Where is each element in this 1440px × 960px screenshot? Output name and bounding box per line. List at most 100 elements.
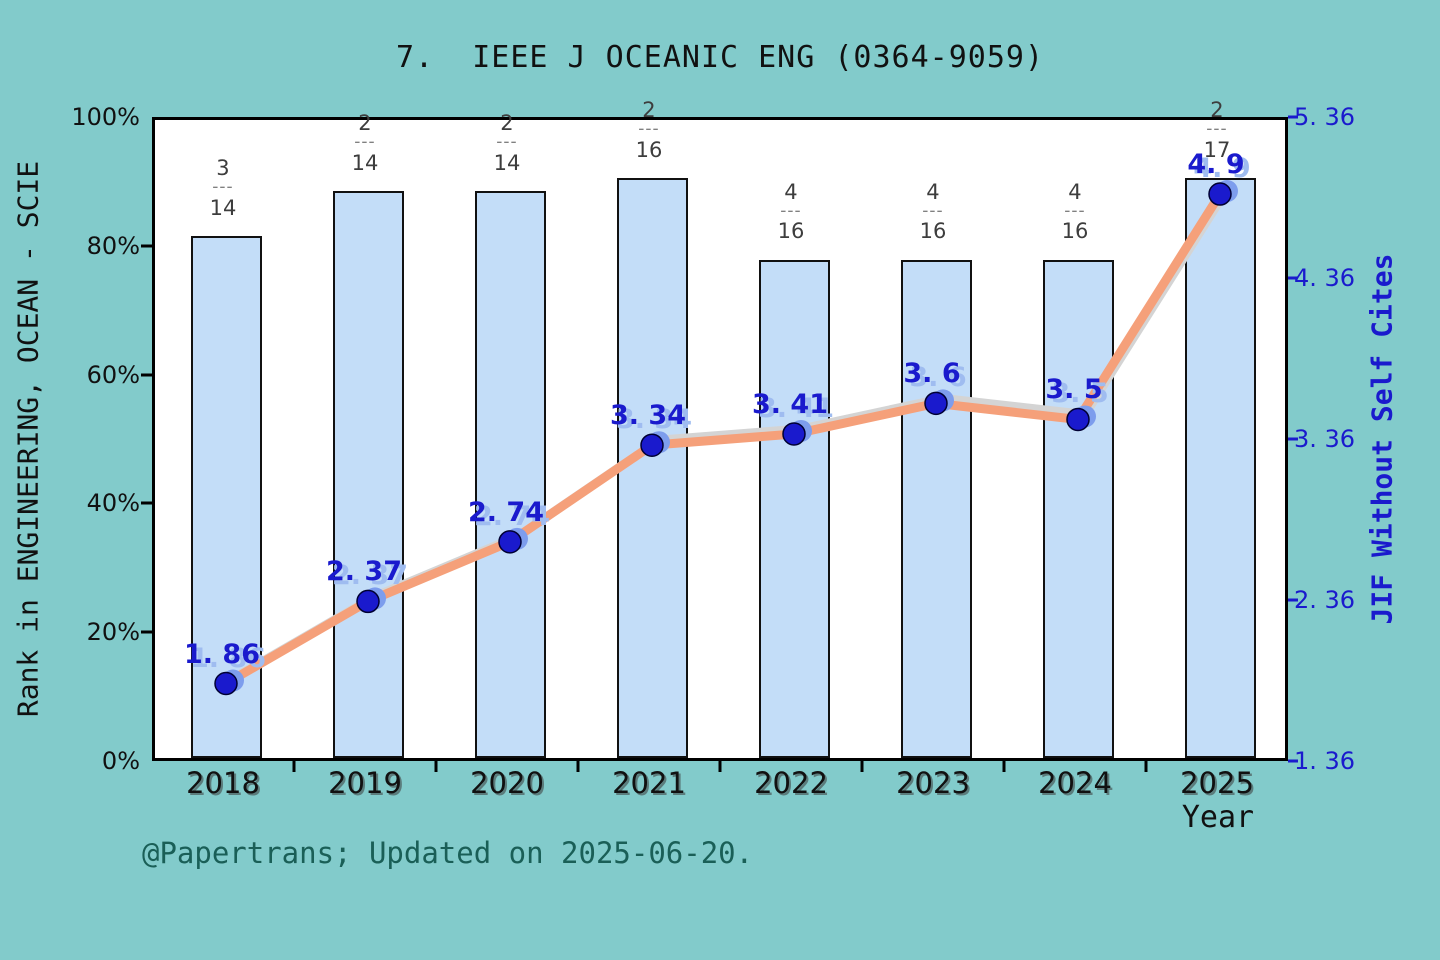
bar-2022 <box>758 259 830 758</box>
fraction-bar: --- <box>922 200 944 221</box>
right-tick-mark <box>1288 437 1298 441</box>
bar-2021 <box>616 178 688 758</box>
rank-fraction-2019: 2 --- 14 <box>352 112 379 174</box>
right-tick-mark <box>1288 598 1298 602</box>
right-tick-label-2.36: 2. 36 <box>1294 586 1356 614</box>
right-tick-mark <box>1288 115 1298 119</box>
bar-2020 <box>474 191 546 758</box>
point-label-text: 2. 74 <box>467 496 545 528</box>
x-tick-label-2020: 2020 <box>470 766 544 800</box>
rank-numerator: 2 <box>500 111 514 136</box>
rank-fraction-2023: 4 --- 16 <box>919 179 947 244</box>
right-tick-label-4.36: 4. 36 <box>1294 264 1356 292</box>
left-tick-label-100%: 100% <box>71 103 140 131</box>
point-label-2023: 3. 6 3. 6 <box>903 358 966 391</box>
plot-inner: 1. 86 1. 86 2. 37 2. 37 2. 74 2. 74 3. 34 3. 34… <box>155 120 1285 758</box>
point-label-2020: 2. 74 2. 74 <box>467 496 550 530</box>
x-tick-mark <box>1144 761 1148 772</box>
x-tick-mark <box>718 761 722 772</box>
x-tick-label-2022: 2022 <box>754 766 828 800</box>
point-label-shadow: 2. 74 <box>473 500 551 532</box>
point-label-shadow: 4. 9 <box>1193 153 1251 185</box>
rank-fraction-2020: 2 --- 14 <box>494 112 521 174</box>
rank-numerator: 2 <box>358 111 372 136</box>
point-label-text: 3. 34 <box>609 400 687 432</box>
rank-numerator: 4 <box>926 179 940 204</box>
x-tick-label-2019: 2019 <box>328 766 402 800</box>
bar-2025 <box>1184 178 1256 758</box>
left-axis-title-wrap: Rank in ENGINEERING, OCEAN - SCIE <box>0 117 56 761</box>
point-label-shadow: 3. 6 <box>909 362 967 394</box>
x-tick-mark <box>860 761 864 772</box>
rank-denominator: 17 <box>1203 138 1231 163</box>
x-tick-mark <box>576 761 580 772</box>
fraction-bar: --- <box>1206 119 1228 140</box>
point-label-text: 3. 41 <box>751 388 829 420</box>
rank-fraction-2022: 4 --- 16 <box>777 179 805 244</box>
left-tick-label-40%: 40% <box>86 489 140 518</box>
point-label-shadow: 3. 5 <box>1051 378 1109 410</box>
bar-2018 <box>190 236 262 758</box>
rank-fraction-2021: 2 --- 16 <box>636 99 663 161</box>
rank-denominator: 14 <box>351 151 379 176</box>
point-label-2021: 3. 34 3. 34 <box>609 400 692 433</box>
point-label-2018: 1. 86 1. 86 <box>184 641 266 672</box>
right-axis-title: JIF Without Self Cites <box>1365 253 1399 625</box>
left-tick-mark <box>141 630 154 634</box>
fraction-bar: --- <box>1064 200 1086 221</box>
point-label-shadow: 1. 86 <box>189 642 267 674</box>
rank-denominator: 16 <box>635 138 663 163</box>
rank-numerator: 2 <box>642 98 656 123</box>
x-tick-label-2024: 2024 <box>1038 766 1112 800</box>
rank-numerator: 4 <box>1068 179 1082 204</box>
fraction-bar: --- <box>212 177 234 198</box>
x-axis-title: Year <box>1181 800 1255 835</box>
right-tick-label-1.36: 1. 36 <box>1294 747 1356 775</box>
x-tick-label-2021: 2021 <box>612 766 686 800</box>
chart-title: 7. IEEE J OCEANIC ENG (0364-9059) <box>395 40 1045 75</box>
right-tick-mark <box>1288 759 1298 763</box>
point-label-text: 3. 5 <box>1045 374 1103 406</box>
point-label-2025: 4. 9 4. 9 <box>1187 149 1250 182</box>
x-tick-mark <box>1002 761 1006 772</box>
fraction-bar: --- <box>780 200 802 221</box>
x-tick-label-2023: 2023 <box>896 766 970 800</box>
bar-2023 <box>900 259 972 758</box>
left-tick-label-80%: 80% <box>86 231 140 260</box>
bar-2019 <box>332 191 404 758</box>
left-tick-mark <box>141 373 154 377</box>
line-series-svg <box>214 180 1238 696</box>
point-label-shadow: 3. 34 <box>615 404 693 436</box>
point-label-text: 2. 37 <box>325 556 403 588</box>
rank-numerator: 4 <box>784 179 798 204</box>
rank-denominator: 16 <box>919 219 947 244</box>
point-label-text: 4. 9 <box>1187 149 1245 181</box>
left-tick-mark <box>141 501 154 505</box>
rank-fraction-2018: 3 --- 14 <box>210 157 237 219</box>
plot-area: 1. 86 1. 86 2. 37 2. 37 2. 74 2. 74 3. 34 3. 34… <box>152 117 1288 761</box>
left-tick-label-60%: 60% <box>86 360 140 389</box>
x-tick-label-2018: 2018 <box>186 766 260 800</box>
right-tick-mark <box>1288 276 1298 280</box>
right-axis-title-wrap: JIF Without Self Cites <box>1352 117 1412 761</box>
left-tick-label-0%: 0% <box>101 747 140 775</box>
point-label-text: 3. 6 <box>903 358 961 390</box>
x-tick-mark <box>434 761 438 772</box>
fraction-bar: --- <box>354 132 376 153</box>
left-tick-label-20%: 20% <box>86 618 140 647</box>
point-label-2019: 2. 37 2. 37 <box>325 556 408 589</box>
x-tick-label-2025: 2025 <box>1180 766 1254 800</box>
rank-denominator: 14 <box>493 151 521 176</box>
x-tick-mark <box>292 761 296 772</box>
rank-denominator: 16 <box>777 219 805 244</box>
rank-numerator: 3 <box>216 156 230 181</box>
fraction-bar: --- <box>638 119 660 140</box>
right-tick-label-3.36: 3. 36 <box>1294 425 1356 453</box>
bar-2024 <box>1042 259 1114 758</box>
point-label-shadow: 2. 37 <box>331 560 409 592</box>
rank-fraction-2024: 4 --- 16 <box>1062 179 1089 242</box>
left-tick-mark <box>141 244 154 248</box>
rank-denominator: 14 <box>209 196 237 221</box>
rank-fraction-2025: 2 --- 17 <box>1204 99 1231 161</box>
